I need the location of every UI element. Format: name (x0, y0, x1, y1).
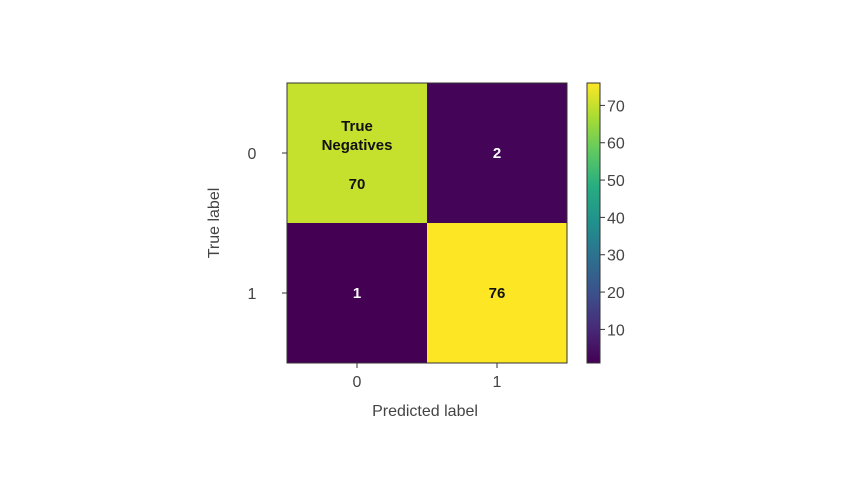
heatmap-cell-1-1 (427, 223, 567, 363)
heatmap-cell-0-1 (427, 83, 567, 223)
x-tick-label: 0 (353, 374, 362, 391)
colorbar-tick-label: 10 (607, 322, 625, 339)
colorbar-tick-label: 40 (607, 210, 625, 227)
colorbar-tick-label: 50 (607, 173, 625, 190)
heatmap-cell-1-0 (287, 223, 427, 363)
cell-annotation-line: True (341, 118, 373, 135)
colorbar-tick-label: 30 (607, 248, 625, 265)
x-tick-label: 1 (493, 374, 502, 391)
cell-value-1-1: 76 (489, 285, 506, 302)
y-tick-label: 0 (248, 146, 257, 163)
cell-value-1-0: 1 (353, 285, 361, 302)
y-axis-label: True label (206, 188, 223, 259)
heatmap-frame (286, 82, 568, 364)
y-tick-label: 1 (248, 286, 257, 303)
colorbar-tick-label: 60 (607, 136, 625, 153)
cell-value-0-1: 2 (493, 145, 501, 162)
y-axis: 01 (248, 146, 287, 303)
colorbar-gradient (586, 82, 601, 364)
cell-value-0-0: 70 (349, 176, 366, 193)
colorbar-tick-label: 20 (607, 285, 625, 302)
heatmap-cells (287, 83, 567, 363)
x-axis-label: Predicted label (372, 403, 478, 420)
colorbar: 10 20 30 40 50 60 70 (586, 82, 625, 364)
cell-annotation-line: Negatives (322, 137, 393, 154)
heatmap-cell-0-0 (287, 83, 427, 223)
colorbar-tick-label: 70 (607, 98, 625, 115)
heatmap-cell-labels: True Negatives 70 2 1 76 (322, 118, 506, 302)
